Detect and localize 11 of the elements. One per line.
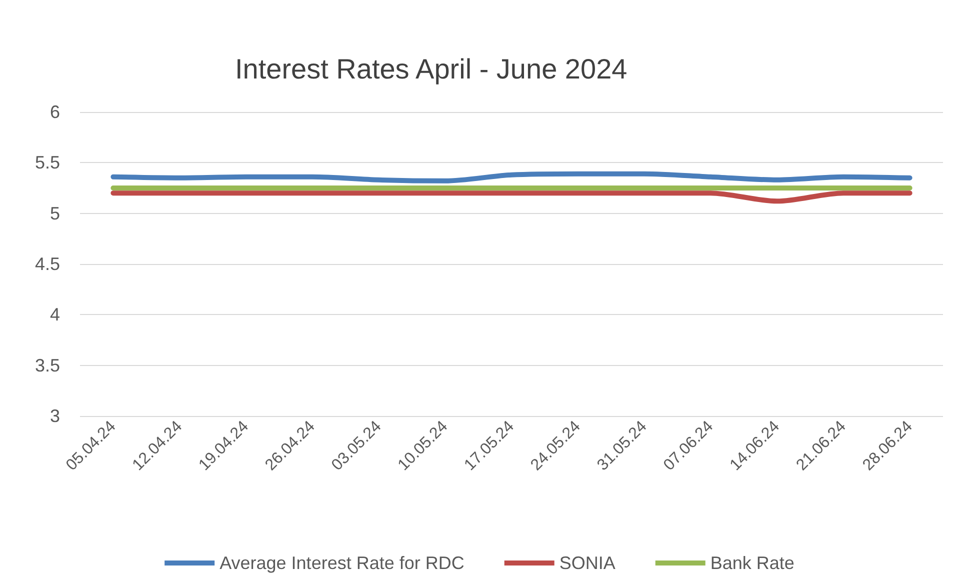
y-tick-label: 5 bbox=[50, 203, 60, 224]
legend-label: SONIA bbox=[559, 553, 616, 573]
legend-label: Bank Rate bbox=[710, 553, 794, 573]
y-tick-label: 5.5 bbox=[34, 152, 60, 173]
y-tick-label: 4 bbox=[50, 304, 60, 325]
y-tick-label: 4.5 bbox=[34, 254, 60, 274]
y-tick-label: 6 bbox=[50, 102, 60, 122]
chart-title: Interest Rates April - June 2024 bbox=[235, 54, 628, 84]
y-tick-label: 3.5 bbox=[34, 355, 60, 376]
legend-label: Average Interest Rate for RDC bbox=[220, 553, 464, 573]
y-tick-label: 3 bbox=[50, 406, 60, 426]
